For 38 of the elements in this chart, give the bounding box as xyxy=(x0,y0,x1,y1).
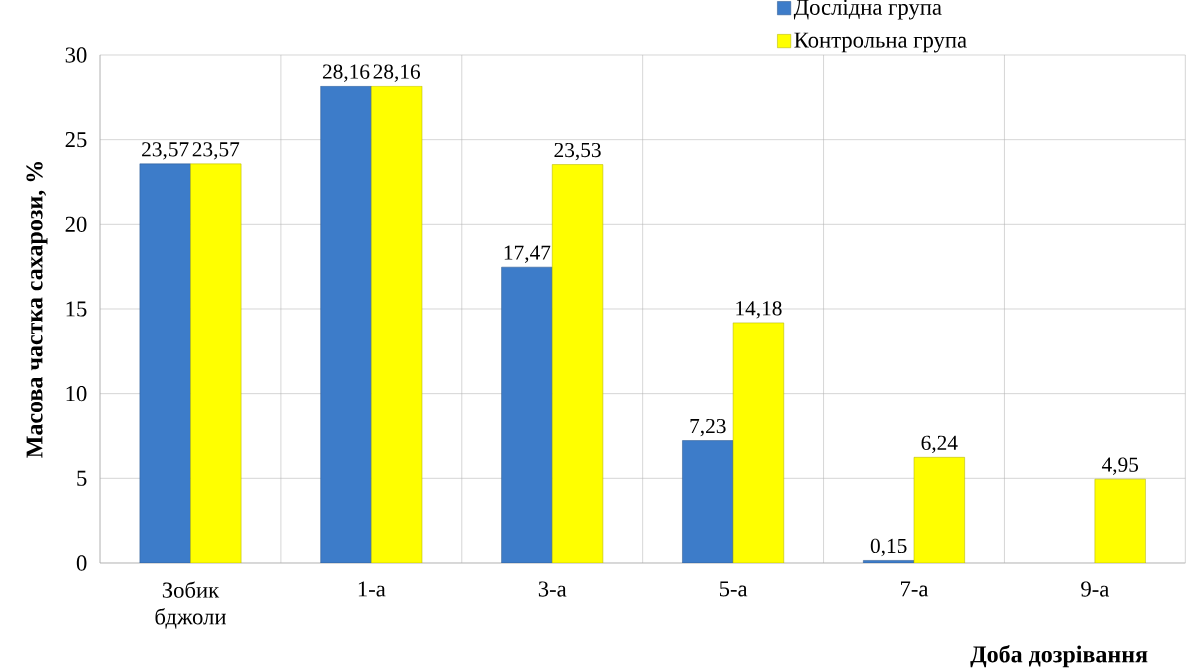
data-label: 4,95 xyxy=(1101,457,1139,475)
bar xyxy=(551,164,604,563)
bar xyxy=(682,440,734,563)
x-tick-label: 1-а xyxy=(358,581,386,597)
y-tick-label: 0 xyxy=(76,555,87,571)
y-tick-label: 15 xyxy=(66,301,87,317)
bar xyxy=(501,266,553,563)
legend-label: Дослідна група xyxy=(793,0,942,20)
x-axis-title: Доба дозрівання xyxy=(970,645,1148,668)
data-label: 23,57 xyxy=(192,142,240,160)
y-tick-label: 20 xyxy=(65,216,87,232)
data-label: 17,47 xyxy=(504,245,551,263)
x-tick-label: 7-а xyxy=(901,581,929,597)
x-tick-label: 5-а xyxy=(719,581,748,597)
data-label: 7,23 xyxy=(690,418,726,437)
x-tick-label: 9-а xyxy=(1081,581,1110,597)
data-label: 14,18 xyxy=(736,301,782,319)
data-label: 28,16 xyxy=(322,64,370,82)
y-tick-label: 10 xyxy=(66,386,87,402)
x-tick-label: Зобик бджоли xyxy=(155,581,226,629)
data-label: 0,15 xyxy=(870,538,907,557)
bar xyxy=(371,85,423,563)
y-axis-title: Масова частка сахарози, % xyxy=(26,161,48,458)
bar xyxy=(1094,478,1146,563)
bar xyxy=(139,163,191,563)
bar xyxy=(320,85,372,563)
legend-label: Контрольна група xyxy=(794,32,967,53)
bar xyxy=(913,457,965,563)
y-tick-label: 5 xyxy=(77,470,87,486)
y-tick-label: 25 xyxy=(65,132,87,148)
data-label: 28,16 xyxy=(373,64,421,82)
data-label: 6,24 xyxy=(921,435,958,454)
data-label: 23,53 xyxy=(554,142,601,161)
y-tick-label: 30 xyxy=(65,47,87,63)
data-label: 23,57 xyxy=(142,142,189,160)
x-tick-label: 3-а xyxy=(538,581,567,597)
bar xyxy=(190,163,242,563)
bar xyxy=(732,322,785,563)
